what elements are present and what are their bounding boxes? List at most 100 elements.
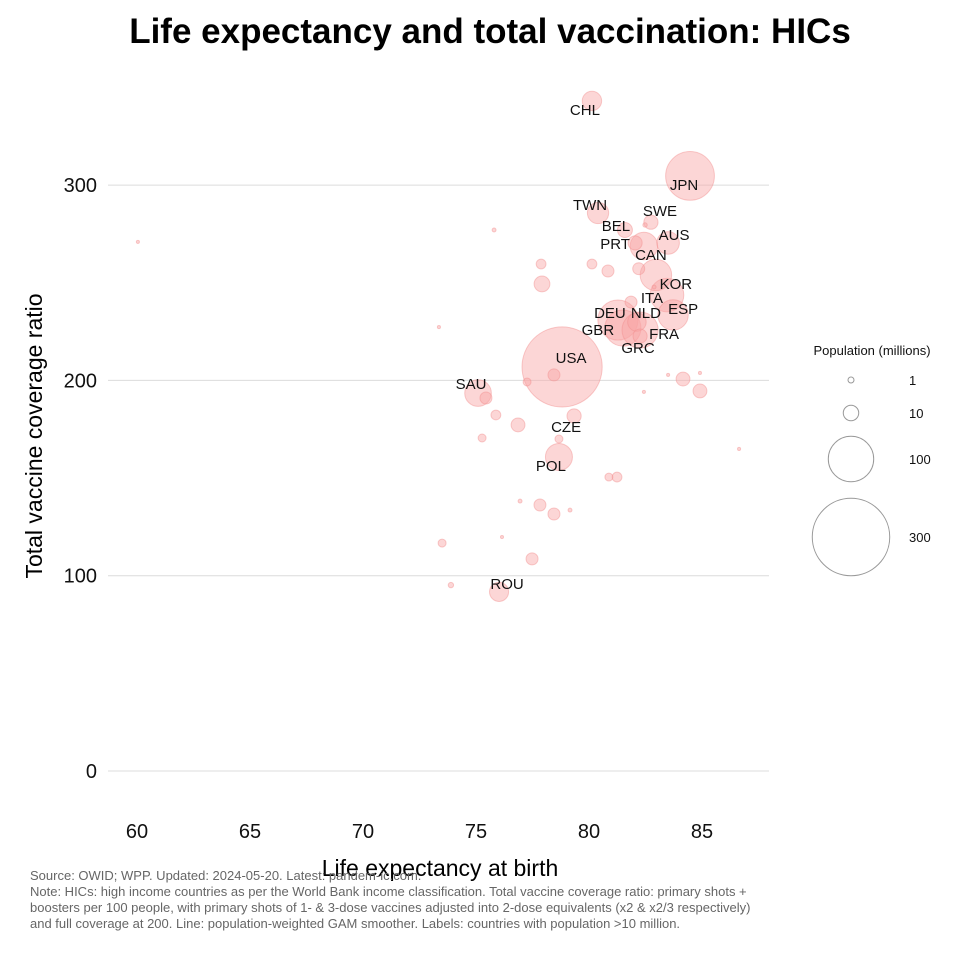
point-label-ita: ITA [641,290,663,307]
data-point [547,507,561,521]
data-point [522,377,532,387]
x-tick-label: 75 [465,821,487,843]
footnote-line-2: boosters per 100 people, with primary sh… [30,900,751,915]
point-label-swe: SWE [643,203,677,220]
point-label-grc: GRC [621,340,655,357]
data-point [491,227,497,233]
point-deu [597,299,639,341]
data-point [437,538,447,548]
point-sau [464,379,492,407]
data-point [510,417,526,433]
y-axis-title: Total vaccine coverage ratio [21,293,47,578]
point-jpn [665,151,715,201]
data-point [436,325,441,330]
point-label-deu: DEU [594,305,626,322]
point-rou [489,581,510,602]
legend-circle [827,435,875,483]
data-point [517,498,523,504]
data-point [533,498,547,512]
point-bel [616,222,633,239]
data-point [447,581,455,589]
y-tick-label: 100 [64,566,97,588]
point-label-gbr: GBR [582,322,615,339]
data-point [525,552,539,566]
point-kor [639,258,673,292]
point-grc [632,328,648,344]
legend-label: 1 [909,373,916,388]
legend-label: 100 [909,452,931,467]
legend-circle [811,497,891,577]
x-tick-label: 60 [126,821,148,843]
legend-label: 10 [909,406,923,421]
legend-circle [847,376,855,384]
point-label-can: CAN [635,247,667,264]
data-point [632,262,646,276]
point-label-esp: ESP [668,301,698,318]
data-point [611,471,623,483]
data-point [490,409,502,421]
point-label-bel: BEL [602,218,630,235]
source-note: Source: OWID; WPP. Updated: 2024-05-20. … [30,868,422,883]
data-point [586,258,598,270]
point-pol [544,442,573,471]
data-point [567,507,573,513]
data-point [135,239,140,244]
data-point [601,264,615,278]
x-tick-label: 85 [691,821,713,843]
data-point [675,371,691,387]
data-point [499,534,505,540]
data-point [535,258,547,270]
point-prt [627,235,643,251]
footnote-line-1: Note: HICs: high income countries as per… [30,884,747,899]
data-point [697,370,703,376]
point-label-kor: KOR [660,276,693,293]
data-point [604,472,614,482]
x-tick-label: 70 [352,821,374,843]
point-label-aus: AUS [659,227,690,244]
data-point [547,368,561,382]
x-tick-label: 65 [239,821,261,843]
point-label-cze: CZE [551,419,581,436]
data-point [642,222,648,228]
data-point [666,372,671,377]
x-tick-label: 80 [578,821,600,843]
point-label-sau: SAU [456,376,487,393]
point-label-nld: NLD [631,305,661,322]
point-esp [657,299,689,331]
point-label-jpn: JPN [670,177,698,194]
point-label-twn: TWN [573,197,607,214]
point-label-rou: ROU [490,576,523,593]
chart-title: Life expectancy and total vaccination: H… [129,12,851,51]
point-fra [621,311,659,349]
point-cze [566,408,582,424]
point-nld [627,312,647,332]
data-point [477,433,487,443]
point-usa [521,326,603,408]
data-point [479,391,493,405]
data-point [737,446,742,451]
point-label-pol: POL [536,458,566,475]
point-chl [581,90,603,112]
point-twn [586,201,610,225]
legend-title: Population (millions) [813,343,930,358]
point-aus [656,231,680,255]
data-point [651,284,657,290]
data-point [624,295,638,309]
point-swe [643,214,659,230]
point-label-fra: FRA [649,326,679,343]
point-can [629,231,659,261]
y-tick-label: 300 [64,175,97,197]
legend-label: 300 [909,530,931,545]
point-label-usa: USA [556,350,587,367]
footnote-line-3: and full coverage at 200. Line: populati… [30,916,681,931]
point-label-prt: PRT [600,236,630,253]
legend-circle [842,404,860,422]
y-tick-label: 0 [86,761,97,783]
y-tick-label: 200 [64,370,97,392]
point-label-chl: CHL [570,102,600,119]
data-point [692,383,708,399]
point-ita [649,277,685,313]
data-point [554,434,564,444]
data-point [641,389,646,394]
